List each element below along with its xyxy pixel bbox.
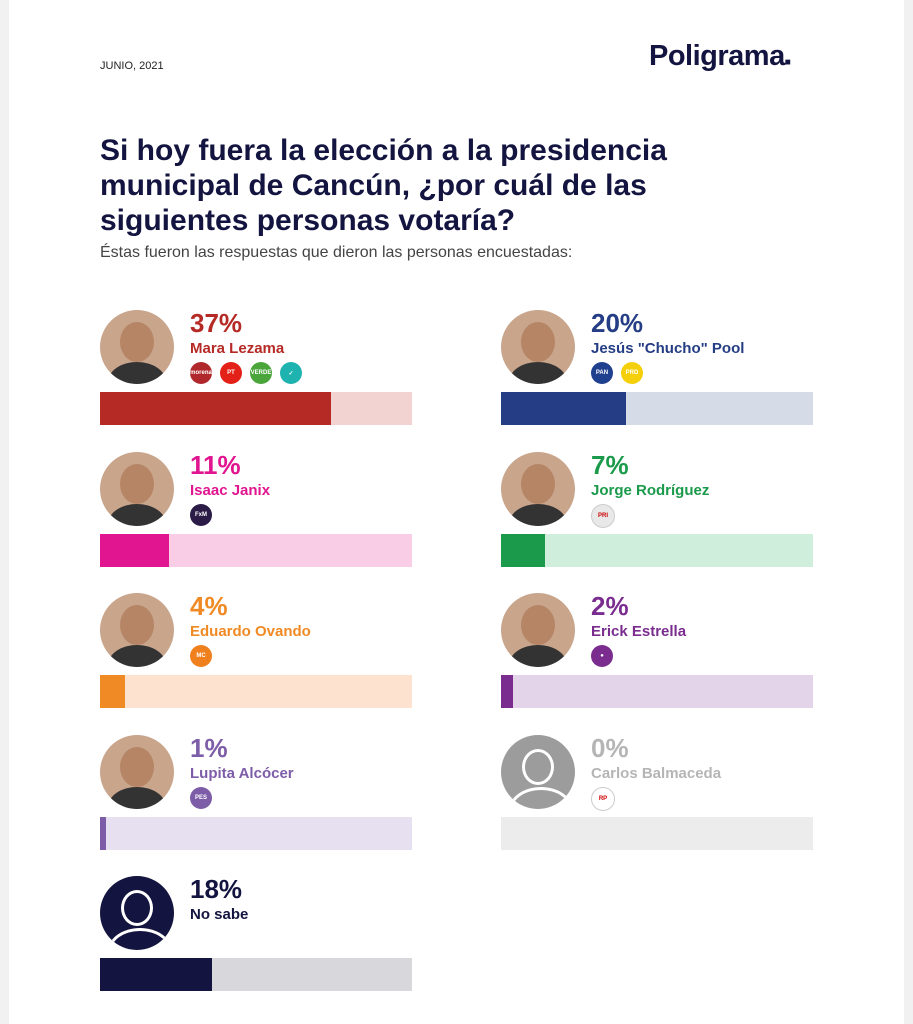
prd-logo-icon: PRD xyxy=(621,362,643,384)
bar xyxy=(100,392,331,425)
candidate-name: Jesús "Chucho" Pool xyxy=(591,340,745,357)
bar-track xyxy=(100,816,412,850)
candidate-name: Eduardo Ovando xyxy=(190,623,311,640)
avatar xyxy=(501,451,575,526)
bar xyxy=(100,675,125,708)
bar-track xyxy=(100,958,412,991)
pan-logo-icon: PAN xyxy=(591,362,613,384)
brand-logo: Poligrama■ xyxy=(649,40,791,72)
candidate-name: Jorge Rodríguez xyxy=(591,481,710,499)
bar-track xyxy=(100,392,412,425)
data-label: 20% xyxy=(591,308,644,338)
rsp-logo-icon: RP xyxy=(591,786,615,811)
candidate-3: 7% Jorge Rodríguez PRI xyxy=(501,449,831,572)
avatar xyxy=(100,876,174,950)
candidate-4: 4% Eduardo Ovando MC xyxy=(100,591,430,713)
data-label: 18% xyxy=(190,874,243,904)
avatar xyxy=(100,593,174,667)
bar xyxy=(100,958,213,991)
avatar xyxy=(501,310,575,384)
candidate-0: 37% Mara Lezama morena PT VERDE ✓ xyxy=(100,308,430,430)
candidate-6: 1% Lupita Alcócer PES xyxy=(100,732,430,855)
fuerza-logo-icon: ✓ xyxy=(280,362,302,384)
data-label: 0% xyxy=(591,732,629,763)
data-label: 1% xyxy=(190,732,228,763)
candidate-name: Lupita Alcócer xyxy=(190,764,294,782)
candidate-5: 2% Erick Estrella ● xyxy=(501,591,831,713)
candidate-7: 0% Carlos Balmaceda RP xyxy=(501,732,831,855)
avatar xyxy=(100,310,174,384)
data-label: 2% xyxy=(591,591,629,621)
candidate-name: Erick Estrella xyxy=(591,623,687,640)
data-label: 4% xyxy=(190,591,228,621)
avatar xyxy=(501,734,575,809)
subtitle: Éstas fueron las respuestas que dieron l… xyxy=(100,244,573,261)
bar xyxy=(501,533,545,567)
avatar xyxy=(501,593,575,667)
morena-logo-icon: morena xyxy=(190,362,212,384)
pt-logo-icon: PT xyxy=(220,362,242,384)
bar-track xyxy=(501,533,813,567)
candidate-2: 11% Isaac Janix FxM xyxy=(100,449,430,572)
data-label: 37% xyxy=(190,308,243,338)
bar xyxy=(501,392,626,425)
avatar xyxy=(100,451,174,526)
page-title: Si hoy fuera la elección a la presidenci… xyxy=(100,134,667,237)
candidate-name: Isaac Janix xyxy=(190,481,271,499)
avatar xyxy=(100,734,174,809)
bar xyxy=(501,675,514,708)
data-label: 7% xyxy=(591,449,629,480)
candidate-8: 18% No sabe xyxy=(100,874,430,996)
bar-track xyxy=(501,675,813,708)
candidate-name: Carlos Balmaceda xyxy=(591,764,722,782)
verde-logo-icon: VERDE xyxy=(250,362,272,384)
data-label: 11% xyxy=(190,449,241,480)
movimiento-ciudadano-logo-icon: MC xyxy=(190,645,212,667)
candidate-1: 20% Jesús "Chucho" Pool PAN PRD xyxy=(501,308,831,430)
pes-logo-icon: PES xyxy=(190,786,212,809)
bar-track xyxy=(501,816,813,850)
candidate-name: No sabe xyxy=(190,906,249,923)
bar-track xyxy=(100,533,412,567)
bar xyxy=(100,816,107,850)
date: JUNIO, 2021 xyxy=(100,60,164,72)
bar-track xyxy=(501,392,813,425)
independiente-logo-icon: ● xyxy=(591,645,613,667)
pri-logo-icon: PRI xyxy=(591,503,615,528)
bar-track xyxy=(100,675,412,708)
infographic: JUNIO, 2021 Poligrama■ Si hoy fuera la e… xyxy=(9,0,904,1024)
candidate-name: Mara Lezama xyxy=(190,340,285,357)
bar xyxy=(100,533,169,567)
fuerza-por-mexico-logo-icon: FxM xyxy=(190,503,212,526)
